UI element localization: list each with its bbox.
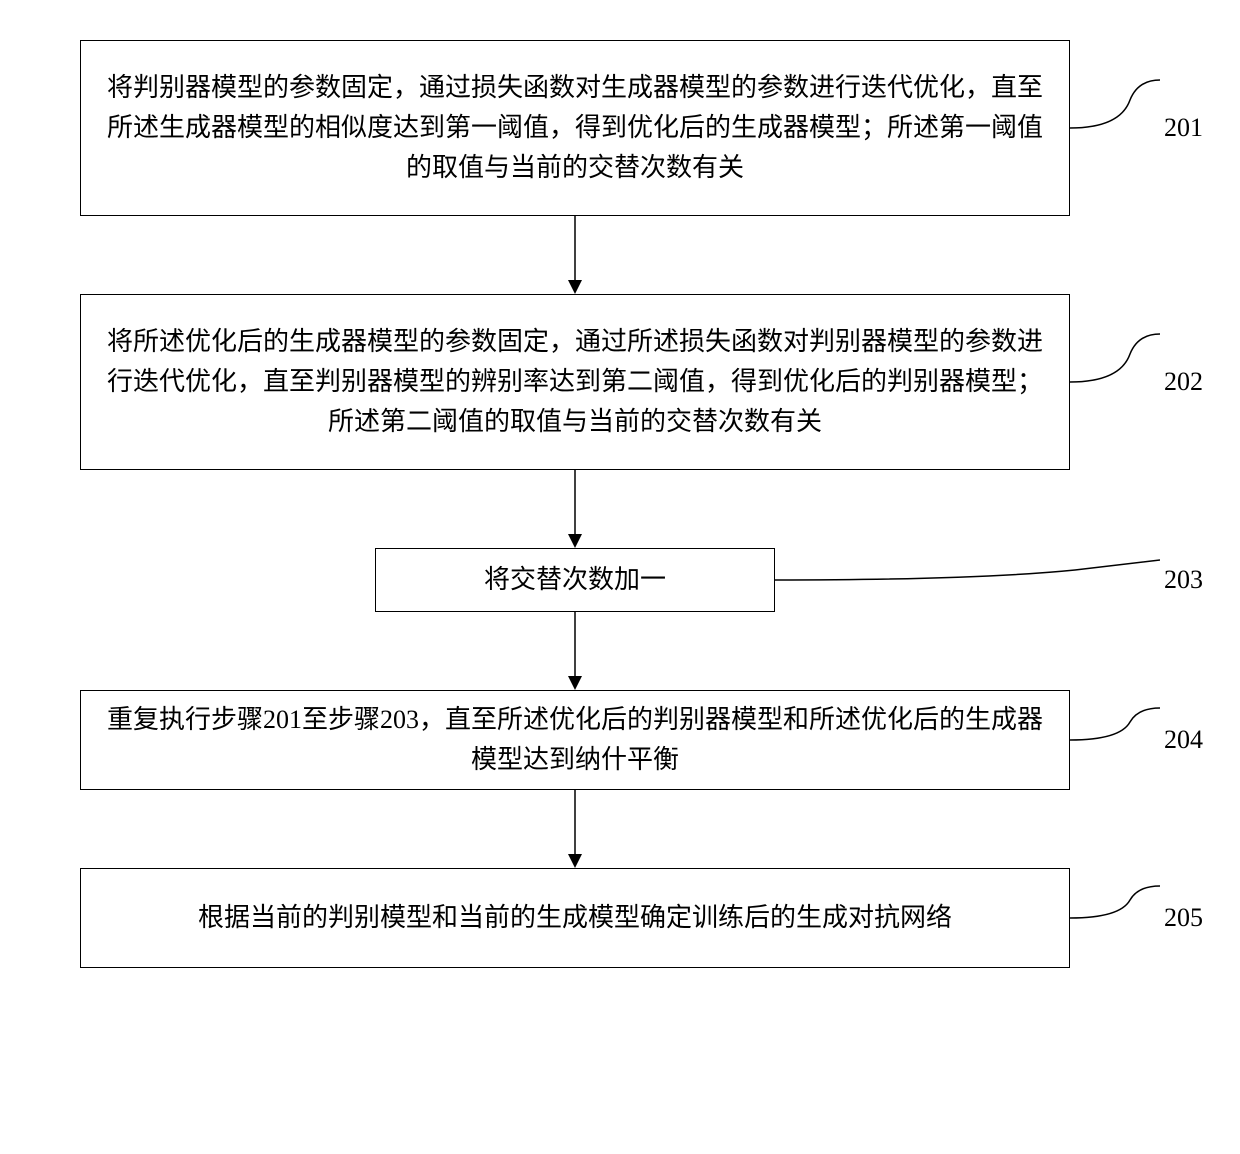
flow-step-203: 将交替次数加一	[375, 548, 775, 612]
flow-arrow	[80, 470, 1070, 548]
flow-connector	[1070, 40, 1160, 216]
flow-step-label: 201	[1160, 113, 1203, 143]
flow-row: 将交替次数加一 203	[20, 548, 1220, 612]
flow-row: 根据当前的判别模型和当前的生成模型确定训练后的生成对抗网络 205	[20, 868, 1220, 968]
flow-row: 重复执行步骤201至步骤203，直至所述优化后的判别器模型和所述优化后的生成器模…	[20, 690, 1220, 790]
flow-step-text: 根据当前的判别模型和当前的生成模型确定训练后的生成对抗网络	[198, 898, 952, 938]
flow-step-label: 203	[1160, 565, 1203, 595]
flow-step-202: 将所述优化后的生成器模型的参数固定，通过所述损失函数对判别器模型的参数进行迭代优…	[80, 294, 1070, 470]
flow-connector	[775, 548, 1160, 612]
flow-step-text: 将交替次数加一	[484, 560, 666, 600]
flow-connector	[1070, 294, 1160, 470]
flow-arrow	[80, 612, 1070, 690]
flow-row: 将判别器模型的参数固定，通过损失函数对生成器模型的参数进行迭代优化，直至所述生成…	[20, 40, 1220, 216]
flow-step-201: 将判别器模型的参数固定，通过损失函数对生成器模型的参数进行迭代优化，直至所述生成…	[80, 40, 1070, 216]
flow-step-text: 将所述优化后的生成器模型的参数固定，通过所述损失函数对判别器模型的参数进行迭代优…	[101, 322, 1049, 443]
flow-step-204: 重复执行步骤201至步骤203，直至所述优化后的判别器模型和所述优化后的生成器模…	[80, 690, 1070, 790]
flow-step-label: 204	[1160, 725, 1203, 755]
flow-arrow	[80, 216, 1070, 294]
flow-connector	[1070, 690, 1160, 790]
flow-row: 将所述优化后的生成器模型的参数固定，通过所述损失函数对判别器模型的参数进行迭代优…	[20, 294, 1220, 470]
flow-step-text: 重复执行步骤201至步骤203，直至所述优化后的判别器模型和所述优化后的生成器模…	[101, 700, 1049, 781]
flow-step-205: 根据当前的判别模型和当前的生成模型确定训练后的生成对抗网络	[80, 868, 1070, 968]
flowchart-container: 将判别器模型的参数固定，通过损失函数对生成器模型的参数进行迭代优化，直至所述生成…	[20, 40, 1220, 968]
flow-step-text: 将判别器模型的参数固定，通过损失函数对生成器模型的参数进行迭代优化，直至所述生成…	[101, 68, 1049, 189]
flow-step-label: 205	[1160, 903, 1203, 933]
flow-connector	[1070, 868, 1160, 968]
flow-step-label: 202	[1160, 367, 1203, 397]
flow-arrow	[80, 790, 1070, 868]
